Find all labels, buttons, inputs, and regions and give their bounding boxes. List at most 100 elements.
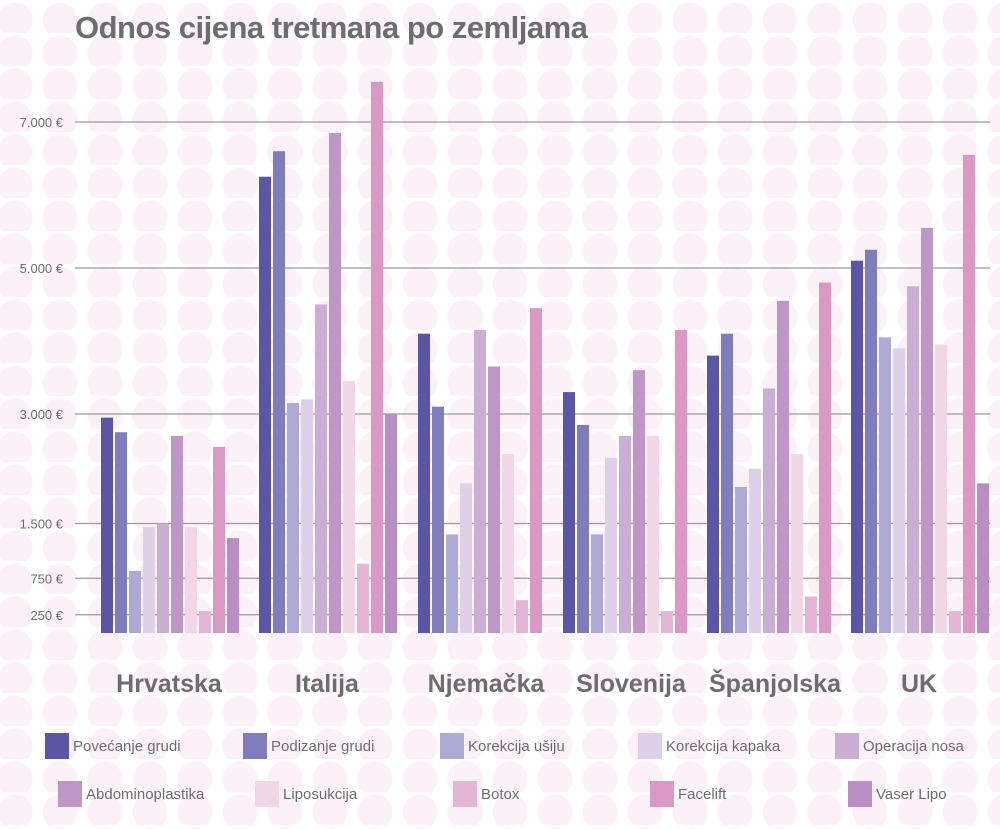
legend-swatch — [45, 733, 69, 759]
bar — [502, 454, 514, 633]
x-category-label: Italija — [295, 670, 360, 698]
bar — [157, 523, 169, 633]
bar — [446, 534, 458, 633]
bar — [273, 151, 285, 633]
bar — [633, 370, 645, 633]
x-category-label: UK — [901, 670, 937, 698]
bar — [259, 176, 271, 633]
legend-swatch — [58, 781, 82, 807]
bar — [977, 483, 989, 633]
y-tick-label: 3.000 € — [20, 407, 64, 422]
legend-item: Abdominoplastika — [58, 781, 204, 807]
bar — [921, 227, 933, 633]
legend-swatch — [835, 733, 859, 759]
bar — [605, 457, 617, 633]
bar — [385, 414, 397, 633]
bar — [819, 282, 831, 633]
bar — [357, 563, 369, 633]
bar — [963, 154, 975, 633]
bar — [851, 260, 863, 633]
chart-title: Odnos cijena tretmana po zemljama — [75, 10, 588, 45]
legend-swatch — [440, 733, 464, 759]
bar — [805, 596, 817, 633]
legend-item: Vaser Lipo — [848, 781, 947, 807]
y-tick-label: 7.000 € — [20, 115, 64, 130]
legend-label: Operacija nosa — [863, 737, 964, 755]
legend-label: Botox — [481, 785, 520, 803]
y-tick-label: 1.500 € — [20, 517, 64, 532]
bar — [865, 249, 877, 633]
bar — [329, 132, 341, 633]
bar — [675, 330, 687, 633]
bar — [287, 403, 299, 633]
legend-item: Botox — [453, 781, 519, 807]
bar — [371, 81, 383, 634]
legend-label: Vaser Lipo — [876, 785, 947, 803]
legend-swatch — [255, 781, 279, 807]
x-category-label: Slovenija — [576, 670, 687, 698]
bar — [185, 527, 197, 633]
bar — [171, 435, 183, 633]
bar-chart: 250 € 750 € 1.500 € 3.000 € 5.000 € 7.000 € Hr… — [20, 81, 990, 698]
bar — [619, 435, 631, 633]
legend-item: Operacija nosa — [835, 733, 964, 759]
bar — [879, 337, 891, 633]
x-category-label: Španjolska — [709, 668, 842, 698]
bar — [199, 611, 211, 633]
bar — [343, 381, 355, 633]
y-tick-label: 750 € — [30, 571, 63, 586]
legend-item: Podizanje grudi — [243, 733, 374, 759]
x-category-label: Hrvatska — [116, 670, 223, 698]
bar — [707, 355, 719, 633]
bar — [577, 424, 589, 633]
bar — [591, 534, 603, 633]
bar — [418, 333, 430, 633]
bar — [721, 333, 733, 633]
bar — [530, 308, 542, 633]
x-category-label: Njemačka — [428, 670, 546, 698]
bar — [115, 432, 127, 633]
bar — [474, 330, 486, 633]
legend-label: Liposukcija — [283, 785, 358, 803]
legend-item: Facelift — [650, 781, 726, 807]
y-tick-label: 250 € — [30, 608, 63, 623]
legend-swatch — [243, 733, 267, 759]
bar — [101, 417, 113, 633]
bar — [661, 611, 673, 633]
bar — [488, 366, 500, 633]
bar — [129, 570, 141, 633]
legend-label: Facelift — [678, 785, 727, 803]
y-tick-label: 5.000 € — [20, 261, 64, 276]
bar — [647, 435, 659, 633]
legend-item: Liposukcija — [255, 781, 357, 807]
legend-swatch — [848, 781, 872, 807]
bar — [777, 300, 789, 633]
bar — [763, 388, 775, 633]
bar — [749, 468, 761, 633]
bar — [227, 538, 239, 633]
bar — [460, 483, 472, 633]
legend-label: Korekcija kapaka — [666, 737, 781, 755]
bar — [143, 527, 155, 633]
bar — [907, 286, 919, 633]
bar — [949, 611, 961, 633]
bar — [301, 399, 313, 633]
bar — [935, 344, 947, 633]
legend-label: Korekcija ušiju — [468, 737, 565, 755]
bar — [893, 348, 905, 633]
bar — [791, 454, 803, 633]
legend-label: Povećanje grudi — [73, 737, 181, 755]
bar — [735, 487, 747, 633]
legend-label: Abdominoplastika — [86, 785, 205, 803]
legend-item: Povećanje grudi — [45, 733, 181, 759]
bar — [315, 304, 327, 633]
bar — [432, 406, 444, 633]
legend-item: Korekcija kapaka — [638, 733, 780, 759]
legend-label: Podizanje grudi — [271, 737, 375, 755]
bar — [516, 600, 528, 633]
legend-swatch — [638, 733, 662, 759]
legend-item: Korekcija ušiju — [440, 733, 565, 759]
legend-swatch — [453, 781, 477, 807]
bar — [213, 446, 225, 633]
legend-swatch — [650, 781, 674, 807]
